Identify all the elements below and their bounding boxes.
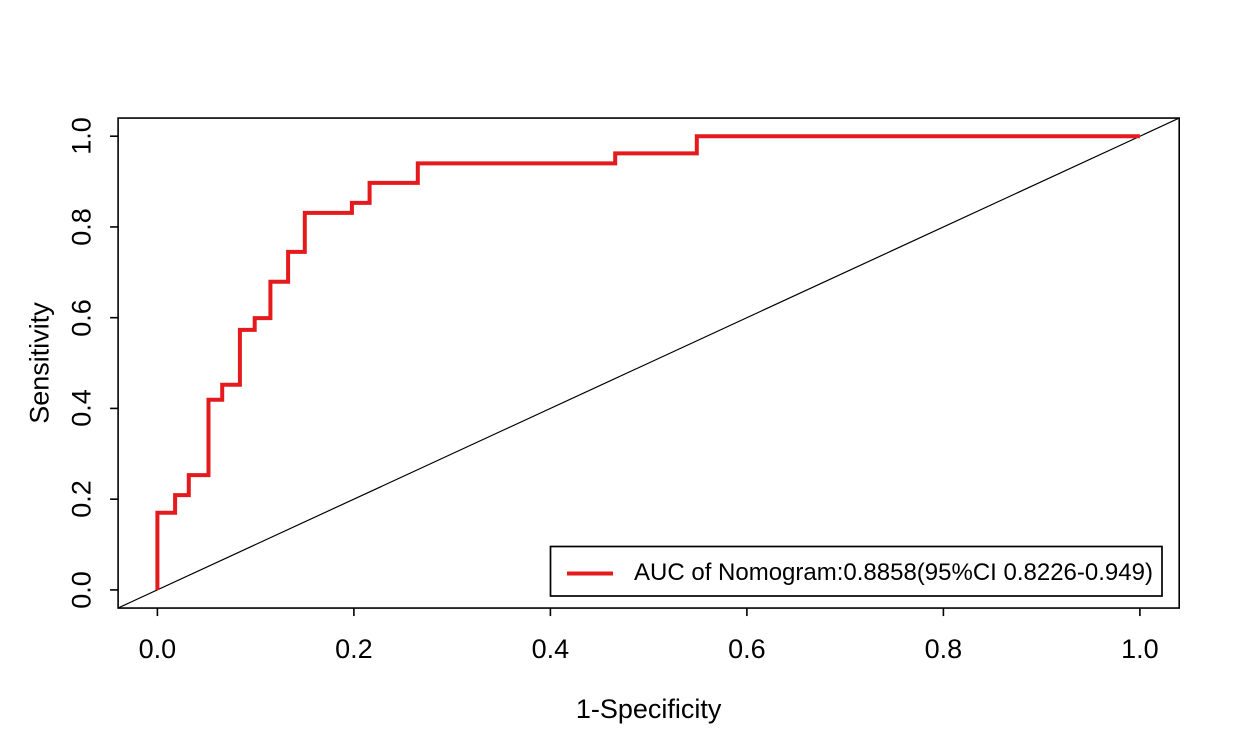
roc-curve	[155, 134, 1140, 590]
y-axis-title: Sensitivity	[24, 302, 55, 424]
reference-diagonal-line	[117, 117, 1180, 609]
y-tick-label: 0.0	[66, 571, 97, 609]
x-axis-title: 1-Specificity	[575, 694, 722, 724]
plot-box	[117, 117, 1180, 609]
x-tick-label: 0.0	[138, 634, 177, 664]
legend-label: AUC of Nomogram:0.8858(95%CI 0.8226-0.94…	[634, 559, 1153, 586]
y-tick-label: 0.2	[66, 480, 97, 518]
x-tick-label: 0.4	[531, 634, 570, 664]
x-tick-label: 1.0	[1121, 634, 1159, 664]
x-tick-label: 0.6	[728, 634, 766, 664]
y-tick-label: 0.8	[66, 208, 97, 246]
legend-box	[549, 545, 1163, 597]
x-tick-label: 0.2	[335, 634, 373, 664]
y-tick-label: 1.0	[66, 117, 97, 155]
x-tick-label: 0.8	[924, 634, 963, 664]
y-tick-label: 0.4	[66, 389, 97, 428]
y-tick-label: 0.6	[66, 298, 97, 337]
